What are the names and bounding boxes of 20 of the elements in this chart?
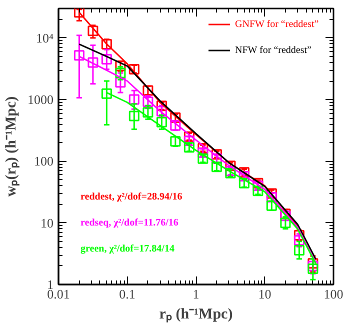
- annotation: reddest, χ²/dof=28.94/16: [80, 192, 182, 202]
- point: [74, 50, 84, 61]
- x-axis-title: rₚ (h⁻¹Mpc): [159, 306, 233, 322]
- point: [88, 26, 98, 36]
- legend-label: NFW for “reddest”: [235, 44, 312, 56]
- x-tick-label: 0.1: [119, 286, 136, 302]
- point: [88, 57, 98, 68]
- x-tick-label: 10: [258, 286, 272, 302]
- annotation: green, χ²/dof=17.84/14: [80, 244, 174, 254]
- annotation: redseq, χ²/dof=11.76/16: [80, 218, 178, 228]
- y-tick-label: 100: [34, 154, 54, 169]
- y-tick-label: 10⁴: [36, 30, 54, 46]
- y-tick-label: 1000: [28, 92, 54, 108]
- y-tick-label: 10: [40, 215, 54, 230]
- legend-label: GNFW for “reddest”: [235, 18, 319, 30]
- y-axis-title: wₚ(rₚ) (h⁻¹Mpc): [4, 96, 20, 197]
- x-tick-label: 100: [324, 286, 344, 302]
- x-tick-label: 1: [192, 286, 200, 302]
- point: [101, 54, 112, 65]
- point: [74, 8, 84, 18]
